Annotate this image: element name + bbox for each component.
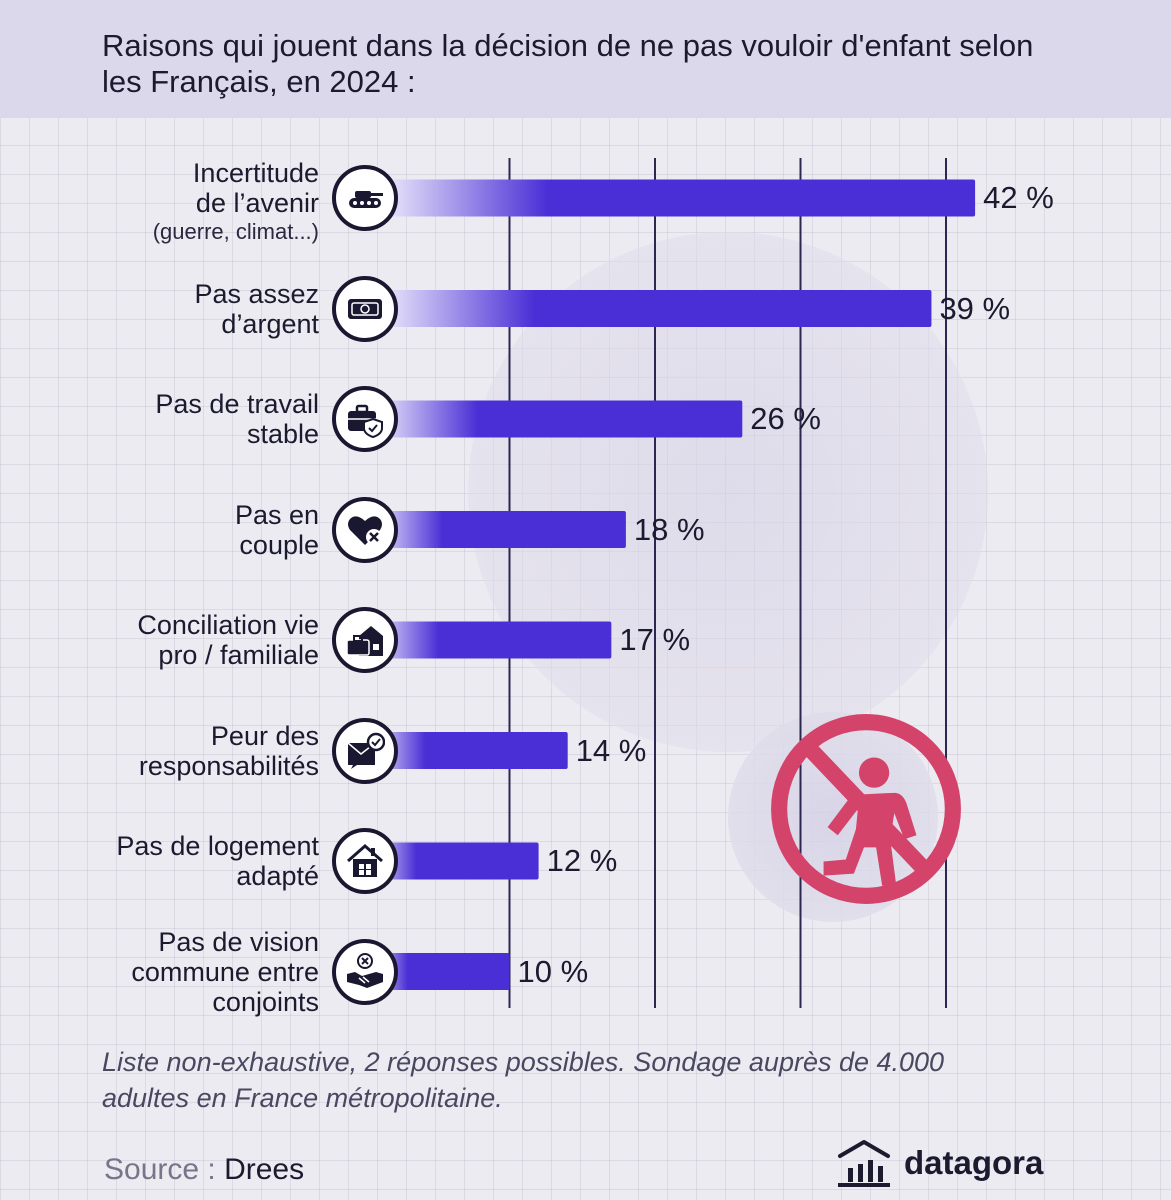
category-label-line: couple: [239, 529, 319, 560]
bar-2: [364, 400, 743, 438]
house-icon: [347, 843, 383, 877]
category-label-line: de l’avenir: [195, 188, 319, 218]
broken-heart-icon-circle: [332, 496, 398, 563]
briefcase-shield-icon-circle: [332, 386, 398, 452]
bar-7: [364, 953, 510, 990]
tank-icon: [349, 191, 383, 208]
bar-0: [364, 179, 976, 217]
value-label-4: 17 %: [619, 622, 691, 657]
category-label-line: conjoints: [212, 986, 319, 1017]
source-value: Drees: [224, 1153, 305, 1186]
category-label-line: Pas de logement: [116, 831, 319, 861]
value-label-7: 10 %: [517, 953, 589, 989]
tank-icon-circle: [332, 165, 398, 231]
datagora-logo-icon: [838, 1140, 890, 1187]
category-label-7: Pas de vision commune entre conjoints: [131, 927, 319, 1017]
category-label-3: Pas en couple: [235, 500, 319, 560]
category-label-line: pro / familiale: [158, 640, 319, 670]
category-label-line: Pas en: [234, 499, 319, 530]
category-label-line: Pas assez: [194, 278, 319, 309]
house-icon-circle: [332, 828, 398, 894]
category-label-6: Pas de logement adapté: [116, 831, 319, 891]
category-label-5: Peur des responsabilités: [139, 721, 319, 781]
value-label-2: 26 %: [750, 401, 821, 436]
bar-1: [364, 290, 932, 327]
category-label-line: d’argent: [221, 308, 319, 339]
category-label-line: adapté: [236, 861, 319, 891]
house-briefcase-icon: [346, 626, 383, 656]
chart-title: Raisons qui jouent dans la décision de n…: [102, 28, 1034, 99]
category-label-1: Pas assez d’argent: [194, 279, 319, 339]
footnote: Liste non-exhaustive, 2 réponses possibl…: [102, 1047, 945, 1113]
value-label-3: 18 %: [633, 511, 705, 547]
category-sublabel: (guerre, climat...): [152, 219, 319, 244]
value-label-5: 14 %: [575, 732, 647, 768]
category-label-line: Incertitude: [192, 158, 319, 188]
category-label-line: Pas de travail: [155, 389, 319, 419]
brand-name: datagora: [904, 1144, 1044, 1181]
bar-4: [364, 621, 612, 659]
header-band: [0, 0, 1171, 118]
category-label-line: stable: [246, 419, 319, 449]
value-label-6: 12 %: [546, 843, 618, 878]
source-label: Source :: [104, 1153, 216, 1186]
bar-5: [364, 732, 568, 769]
house-briefcase-icon-circle: [332, 607, 398, 673]
value-label-1: 39 %: [939, 290, 1011, 326]
category-label-line: Pas de vision: [158, 926, 319, 957]
bar-6: [364, 842, 539, 880]
envelope-check-icon: [347, 732, 385, 769]
handshake-x-icon: [347, 952, 383, 988]
category-label-line: Conciliation vie: [137, 610, 319, 640]
category-label-line: responsabilités: [138, 750, 319, 781]
category-label-4: Conciliation vie pro / familiale: [137, 610, 319, 670]
handshake-x-icon-circle: [332, 938, 398, 1005]
broken-heart-icon: [348, 515, 382, 545]
banknote-icon-circle: [332, 275, 398, 342]
envelope-check-icon-circle: [332, 717, 398, 784]
brand-logo: datagora: [836, 1136, 1076, 1190]
no-child-icon: [771, 714, 961, 904]
category-label-2: Pas de travail stable: [155, 389, 319, 449]
category-label-line: Peur des: [210, 720, 319, 751]
category-label-0: Incertitude de l’avenir (guerre, climat...…: [153, 158, 319, 246]
briefcase-shield-icon: [348, 404, 383, 439]
banknote-icon: [348, 298, 382, 319]
source-line: Source : Drees: [104, 1152, 304, 1188]
category-label-line: commune entre: [131, 956, 319, 987]
bar-3: [364, 511, 626, 548]
value-label-0: 42 %: [983, 180, 1054, 215]
